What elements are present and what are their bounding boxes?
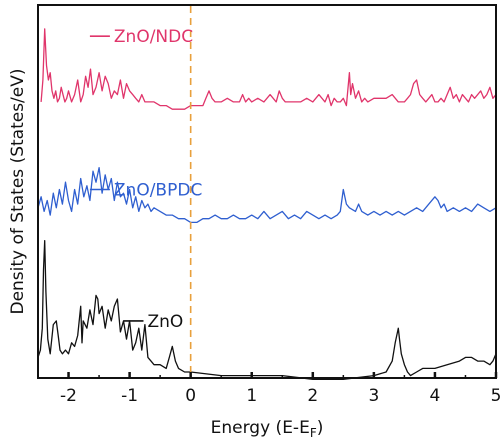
x-tick-label: 3 (368, 386, 379, 406)
series-label-0: ZnO/NDC (114, 27, 193, 47)
series-line-zno (37, 239, 497, 380)
series-line-zno-bpdc (37, 166, 497, 224)
series-lines (37, 28, 497, 380)
x-tick-label: 5 (491, 386, 500, 406)
x-tick-label: -1 (121, 386, 138, 406)
x-axis-label: Energy (E-EF) (211, 418, 324, 440)
x-tick-label: -2 (60, 386, 77, 406)
x-ticks: -2 -1 0 1 2 3 4 5 (37, 372, 500, 406)
series-label-2: ZnO (147, 312, 183, 332)
x-tick-label: 4 (430, 386, 441, 406)
series-label-1: ZnO/BPDC (114, 181, 202, 201)
series-labels: ZnO/NDC ZnO/BPDC ZnO (89, 27, 202, 332)
x-tick-label: 0 (185, 386, 196, 406)
x-tick-label: 1 (246, 386, 257, 406)
x-tick-label: 2 (307, 386, 318, 406)
plot-frame (37, 4, 497, 379)
y-axis-label: Density of States (States/eV) (8, 68, 28, 314)
series-line-zno-ndc (40, 28, 497, 110)
